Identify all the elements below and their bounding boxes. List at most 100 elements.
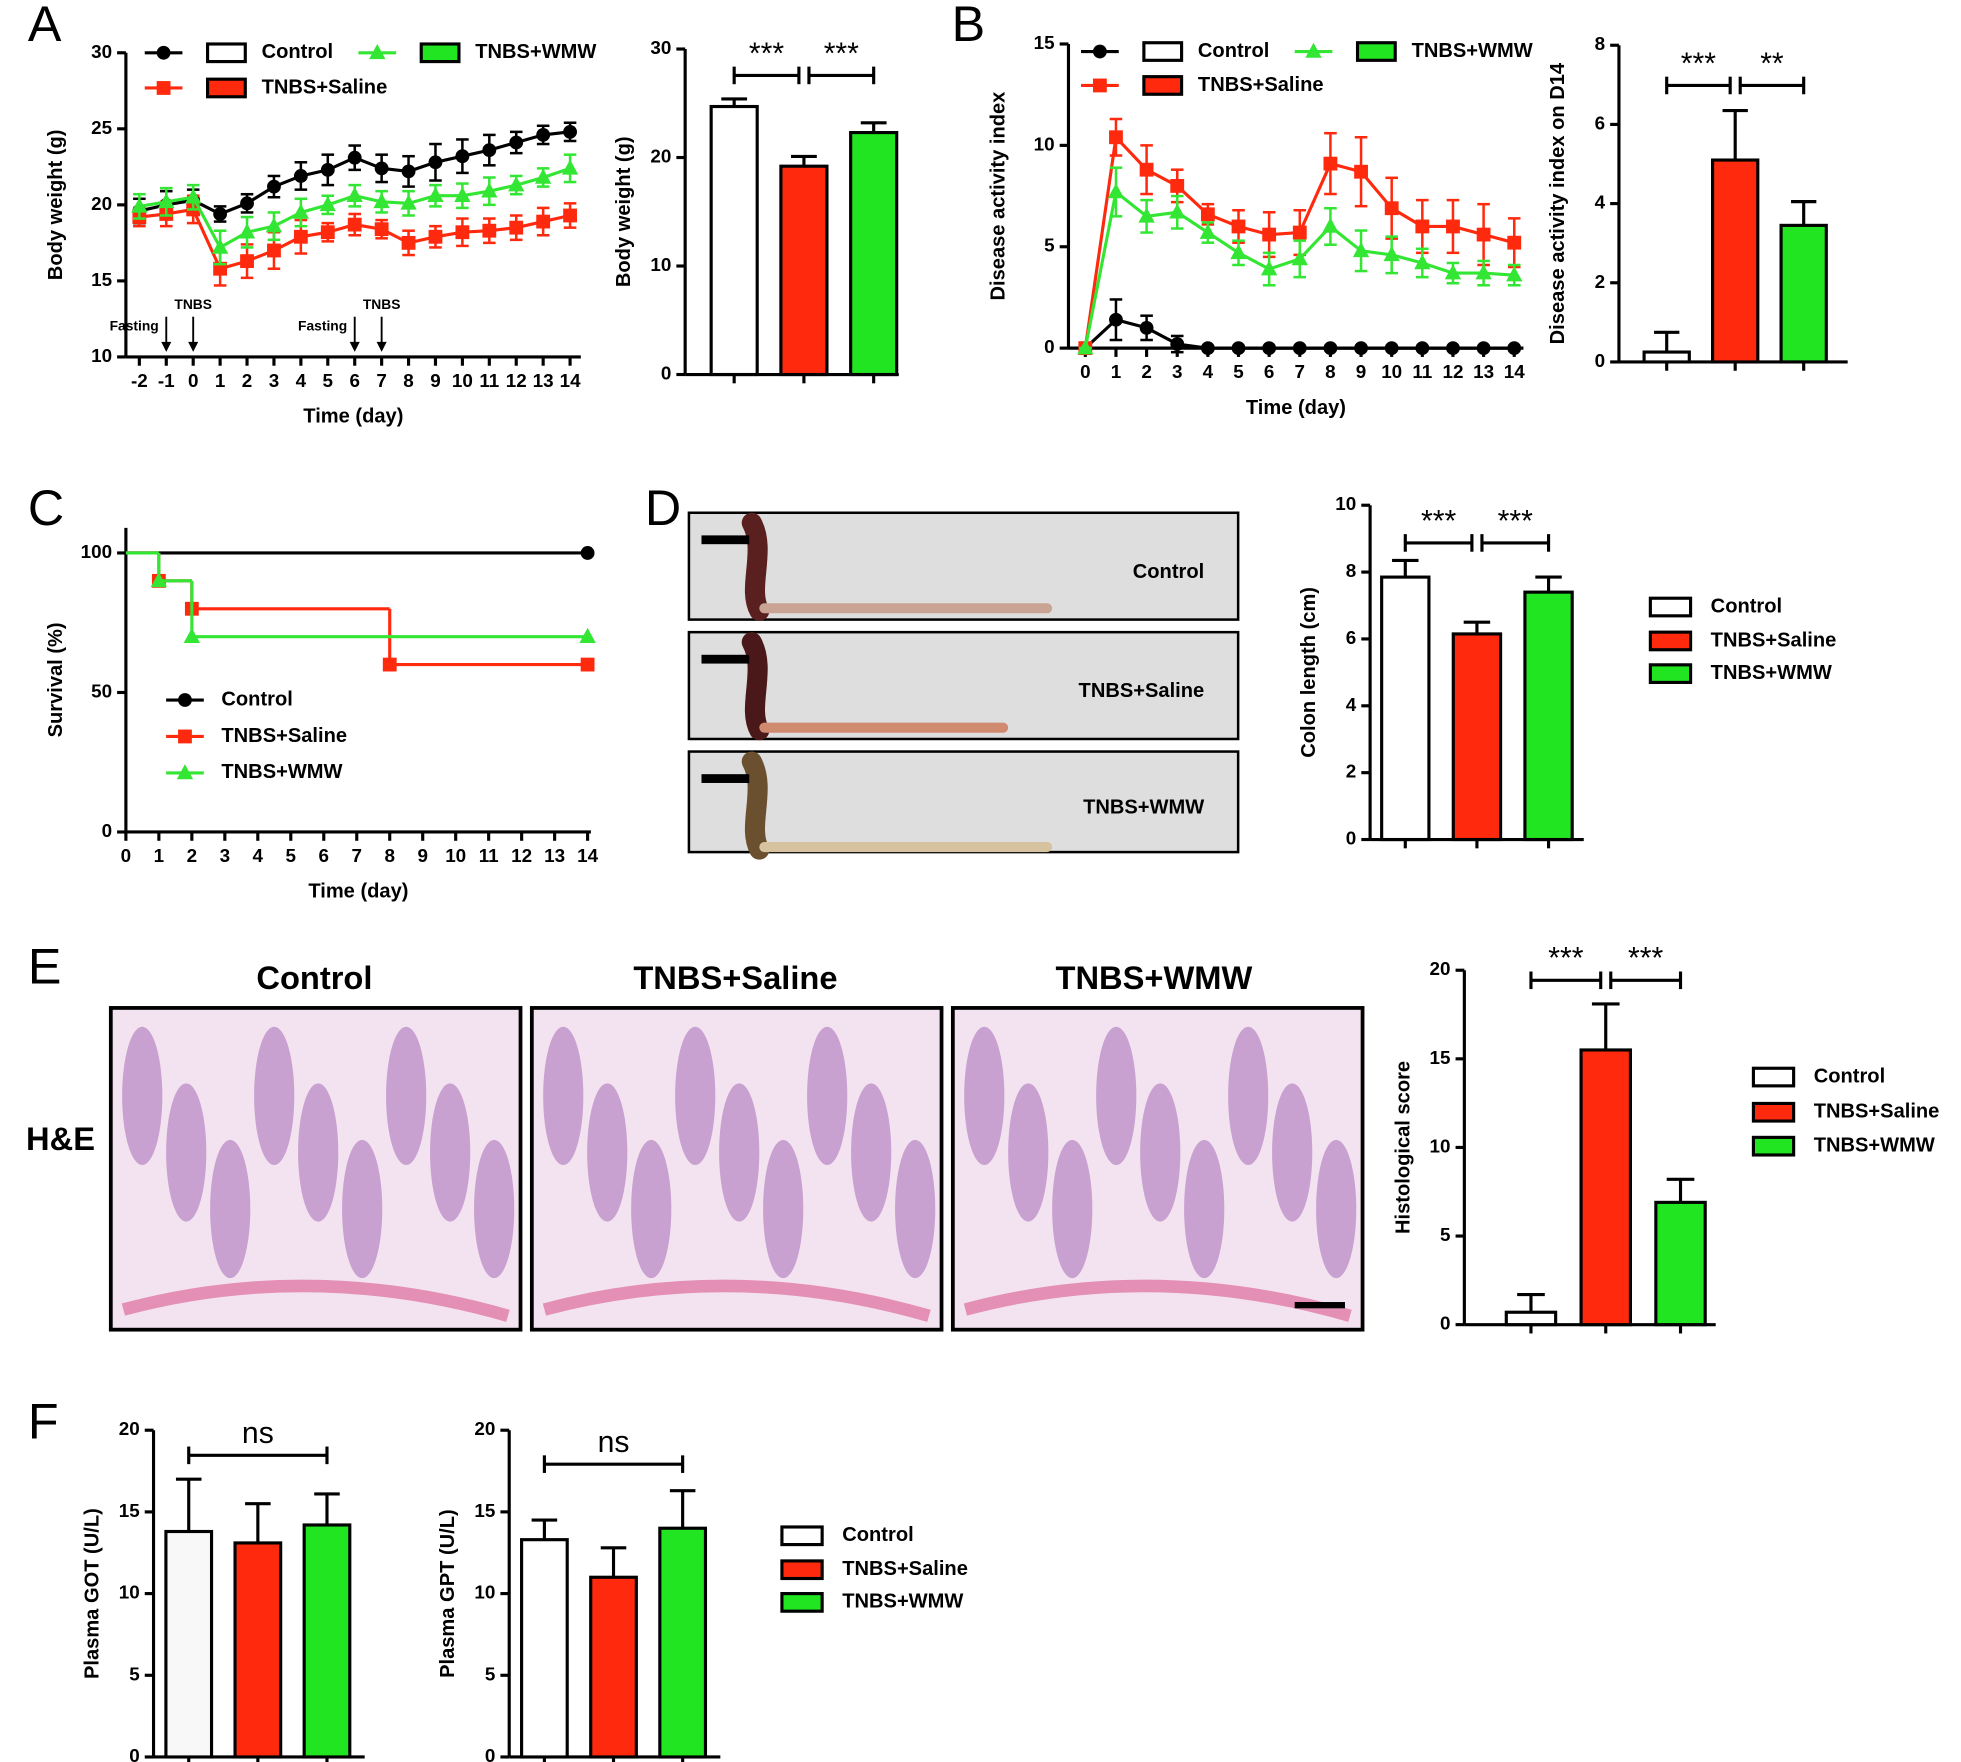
legend-label: TNBS+WMW [475, 41, 596, 63]
y-tick-label: 10 [650, 254, 671, 275]
legend-swatch [206, 42, 247, 64]
bar [589, 1575, 638, 1759]
marker [1444, 264, 1462, 280]
x-tick-label: 13 [533, 370, 554, 391]
y-tick-label: 15 [474, 1500, 495, 1521]
x-tick-label: 7 [1295, 361, 1305, 382]
y-tick-label: 10 [474, 1582, 495, 1603]
annotation: TNBS [363, 296, 401, 312]
annotation: Fasting [110, 317, 159, 333]
he-crypt [719, 1083, 760, 1222]
panel-label: A [28, 0, 62, 52]
legend-label: TNBS+Saline [1814, 1101, 1940, 1123]
y-axis-label: Body weight (g) [45, 130, 67, 281]
y-tick-label: 20 [650, 146, 671, 167]
y-tick-label: 10 [1430, 1135, 1451, 1156]
x-tick-label: 5 [323, 370, 333, 391]
legend-label: TNBS+Saline [1198, 74, 1324, 96]
panel-label: D [645, 479, 681, 536]
marker [454, 186, 471, 203]
bar [1642, 350, 1691, 364]
marker [1507, 341, 1522, 356]
marker [580, 546, 595, 560]
he-crypt [675, 1026, 716, 1166]
marker [482, 223, 497, 238]
y-tick-label: 30 [91, 41, 112, 62]
y-tick-label: 10 [91, 345, 112, 366]
marker [267, 179, 281, 194]
significance-label: *** [1421, 505, 1456, 538]
x-tick-label: 3 [269, 370, 279, 391]
x-tick-label: 4 [1203, 361, 1214, 382]
he-crypt [895, 1139, 936, 1279]
marker [482, 143, 497, 158]
x-tick-label: 9 [417, 845, 427, 866]
x-tick-label: 11 [1412, 361, 1432, 382]
marker [1170, 337, 1185, 351]
y-tick-label: 30 [650, 37, 671, 58]
he-crypt [298, 1083, 339, 1222]
marker [1476, 227, 1491, 242]
bar [302, 1523, 352, 1759]
significance-label: *** [1681, 47, 1716, 80]
legend-swatch [1142, 41, 1184, 62]
x-tick-label: 2 [187, 845, 197, 866]
marker [238, 223, 256, 239]
marker [536, 127, 551, 142]
x-tick-label: 8 [403, 370, 413, 391]
y-tick-label: 5 [129, 1663, 139, 1684]
x-tick-label: 1 [215, 370, 225, 391]
legend-marker [178, 729, 192, 744]
bar [709, 104, 759, 377]
marker [455, 225, 470, 240]
he-crypt [474, 1139, 515, 1279]
panel-label: B [952, 0, 986, 52]
annotation: Fasting [298, 317, 347, 333]
significance-label: ns [598, 1426, 630, 1459]
x-tick-label: 0 [1080, 361, 1090, 382]
y-tick-label: 5 [1044, 235, 1054, 256]
legend-marker [1092, 44, 1107, 59]
x-tick-label: 0 [188, 370, 198, 391]
x-tick-label: 8 [384, 845, 394, 866]
he-muscle [121, 1279, 510, 1322]
marker [183, 627, 201, 643]
legend-label: TNBS+WMW [221, 761, 342, 783]
legend-swatch [780, 1525, 824, 1547]
y-tick-label: 4 [1595, 192, 1606, 213]
legend-label: TNBS+Saline [1711, 629, 1837, 651]
he-crypt [1008, 1083, 1049, 1222]
bar [1579, 1048, 1632, 1327]
x-tick-label: 8 [1325, 361, 1335, 382]
legend-label: TNBS+Saline [221, 725, 347, 747]
y-tick-label: 5 [1440, 1224, 1450, 1245]
marker [1292, 341, 1307, 356]
marker [292, 203, 310, 219]
bar [164, 1529, 214, 1759]
significance-label: *** [824, 37, 859, 70]
he-crypt [430, 1083, 471, 1222]
y-tick-label: 10 [119, 1582, 140, 1603]
marker [428, 229, 443, 244]
marker [563, 124, 577, 139]
he-crypt [254, 1026, 295, 1166]
legend-marker [176, 764, 194, 780]
colon-label: TNBS+Saline [1079, 680, 1205, 702]
y-tick-label: 0 [1595, 350, 1605, 371]
panel-label: F [28, 1392, 59, 1449]
x-tick-label: 5 [286, 845, 296, 866]
y-tick-label: 15 [1034, 32, 1055, 53]
legend-label: Control [842, 1524, 913, 1546]
y-axis-label: Survival (%) [45, 622, 67, 737]
marker [1107, 183, 1125, 199]
marker [1170, 179, 1185, 193]
y-tick-label: 8 [1595, 33, 1605, 54]
x-tick-label: 1 [154, 845, 164, 866]
significance-label: ns [242, 1417, 274, 1450]
legend-swatch [1751, 1101, 1796, 1123]
he-crypt [122, 1026, 163, 1166]
y-tick-label: 50 [91, 680, 112, 701]
marker [455, 149, 470, 164]
colon-label: TNBS+WMW [1083, 796, 1204, 818]
x-tick-label: 5 [1233, 361, 1243, 382]
